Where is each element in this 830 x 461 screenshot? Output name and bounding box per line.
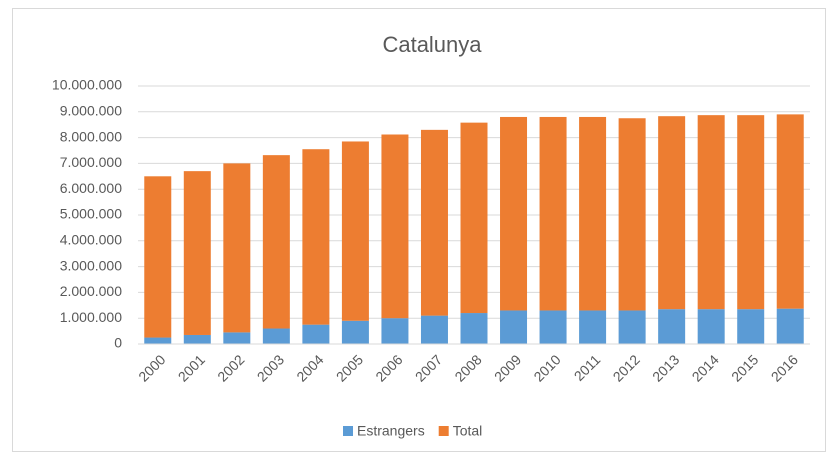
bar-segment: [341, 320, 369, 344]
y-tick-label: 3.000.000: [60, 257, 122, 273]
bar-segment: [539, 116, 567, 311]
legend-label: Total: [453, 423, 483, 439]
legend-swatch: [438, 426, 449, 436]
bar-segment: [579, 310, 607, 344]
bar-segment: [144, 337, 172, 344]
bar-segment: [697, 309, 725, 344]
bar-segment: [302, 149, 330, 325]
bar-segment: [737, 309, 765, 344]
y-tick-label: 0: [114, 335, 122, 351]
bar-segment: [618, 118, 646, 311]
bar-segment: [183, 171, 211, 335]
y-tick-label: 7.000.000: [60, 154, 122, 170]
bar-segment: [737, 115, 765, 310]
bar-segment: [776, 114, 804, 309]
bar-segment: [658, 116, 686, 310]
y-tick-label: 9.000.000: [60, 103, 122, 119]
bar-segment: [579, 116, 607, 311]
bar-segment: [618, 310, 646, 344]
y-tick-label: 6.000.000: [60, 180, 122, 196]
bar-segment: [262, 328, 290, 344]
bar-segment: [223, 332, 251, 344]
bar-segment: [776, 308, 804, 344]
legend-swatch: [343, 426, 353, 436]
bar-segment: [262, 155, 290, 329]
bar-segment: [302, 324, 330, 344]
bar-segment: [381, 134, 409, 319]
bar-segment: [420, 129, 448, 316]
bar-segment: [183, 334, 211, 344]
y-tick-label: 8.000.000: [60, 128, 122, 144]
bar-segment: [697, 115, 725, 310]
y-tick-label: 4.000.000: [60, 232, 122, 248]
bar-segment: [420, 315, 448, 344]
y-tick-label: 5.000.000: [60, 206, 122, 222]
bar-segment: [460, 313, 488, 344]
y-tick-label: 10.000.000: [52, 77, 122, 93]
legend-label: Estrangers: [357, 423, 425, 439]
bar-segment: [223, 163, 251, 333]
bar-segment: [341, 141, 369, 321]
bar-segment: [381, 318, 409, 344]
bar-segment: [500, 116, 528, 311]
chart-title: Catalunya: [382, 32, 482, 57]
y-tick-label: 2.000.000: [60, 283, 122, 299]
bar-segment: [460, 122, 488, 314]
bar-segment: [539, 310, 567, 344]
bar-segment: [144, 176, 172, 338]
y-tick-label: 1.000.000: [60, 309, 122, 325]
bar-segment: [658, 309, 686, 344]
bar-segment: [500, 310, 528, 344]
